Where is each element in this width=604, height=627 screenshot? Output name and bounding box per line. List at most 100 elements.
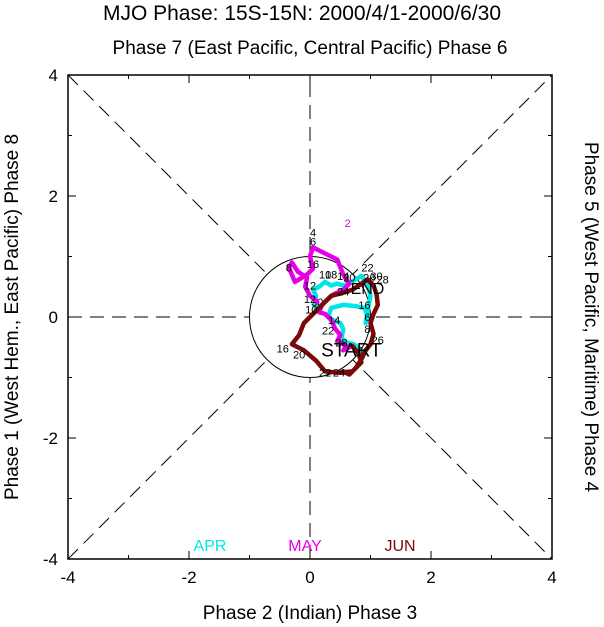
data-point [324,252,326,255]
data-point [324,313,326,315]
day-label: 18 [325,270,337,282]
y-tick-label: 0 [49,308,58,327]
data-point [348,346,350,348]
data-point [339,334,341,336]
data-point [342,304,344,306]
data-point [354,278,356,281]
data-point [342,284,344,287]
data-point [336,340,338,342]
day-label: 10 [319,270,331,282]
day-label: 28 [376,274,388,286]
data-point [312,268,314,270]
data-point [336,372,338,374]
data-point [314,303,316,305]
data-point [318,286,320,288]
data-point [330,319,332,321]
data-point [354,367,356,370]
data-point [345,345,347,347]
day-label: 20 [343,273,355,285]
y-tick-label: 4 [49,66,58,85]
day-label: 22 [361,262,373,274]
day-label: 26 [363,273,375,285]
data-point [360,283,363,285]
data-point [375,293,378,295]
data-point [312,246,314,249]
data-point [298,334,300,336]
data-point [369,322,372,324]
data-point [321,304,323,306]
data-point [377,304,379,306]
data-point [351,370,353,373]
data-point [351,345,353,347]
data-point [342,328,344,330]
data-point [330,307,332,309]
top-axis-label: Phase 7 (East Pacific, Central Pacific) … [113,38,508,59]
data-point [366,315,369,317]
day-label: 8 [286,262,292,274]
data-point [365,349,367,351]
data-point [291,343,293,345]
day-label: 1 [358,345,364,357]
day-label: 4 [310,227,316,239]
day-label: 16 [358,300,370,312]
y-tick-label: -2 [43,429,58,448]
data-point [291,261,293,264]
legend-entry-jun: JUN [384,538,415,555]
y-tick-label: -4 [43,550,58,569]
day-label: 26 [372,335,384,347]
day-label: 2 [344,218,350,230]
data-point [366,310,369,312]
day-label: 12 [304,281,316,293]
series-line-apr [310,273,373,353]
data-point [363,307,366,309]
data-point [309,255,311,258]
data-point [342,370,344,373]
data-point [336,283,338,285]
day-label: 12 [304,294,316,306]
data-point [342,274,344,276]
day-label: 10 [305,305,317,317]
data-point [336,258,338,261]
data-point [330,284,332,287]
data-point [324,281,326,283]
data-point [342,289,344,291]
day-label: 22 [319,368,331,380]
y-tick-label: 2 [49,187,58,206]
x-tick-label: 2 [426,568,435,587]
data-point [312,313,314,315]
day-label: 6 [310,236,316,248]
day-label: 20 [293,350,305,362]
day-label: 28 [335,337,347,349]
legend-entry-apr: APR [194,538,227,555]
data-point [297,271,299,273]
data-point [345,341,347,344]
bottom-axis-label: Phase 2 (Indian) Phase 3 [203,603,417,624]
day-label: 14 [328,315,340,327]
data-point [348,373,350,376]
data-point [304,286,306,288]
data-point [288,266,290,268]
series-line-jun [289,277,381,377]
day-label: 30 [370,271,382,283]
x-tick-label: 4 [547,568,556,587]
data-point [303,322,305,324]
left-axis-label: Phase 1 (West Hem., East Pacific) Phase … [2,134,23,500]
x-tick-label: -2 [181,568,196,587]
data-point [366,283,369,285]
day-label: 22 [322,325,334,337]
data-point [365,322,367,324]
data-point [339,322,341,324]
day-label: 16 [277,343,289,355]
data-point [312,289,314,291]
data-point [369,295,372,297]
day-label: 14 [337,271,349,283]
legend-entry-may: MAY [288,538,322,555]
day-label: 16 [307,259,319,271]
data-point [306,277,308,279]
data-point [306,274,308,276]
data-point [324,370,326,373]
start-label: START [321,340,382,361]
day-label: 24 [337,287,349,299]
data-point [342,292,344,294]
